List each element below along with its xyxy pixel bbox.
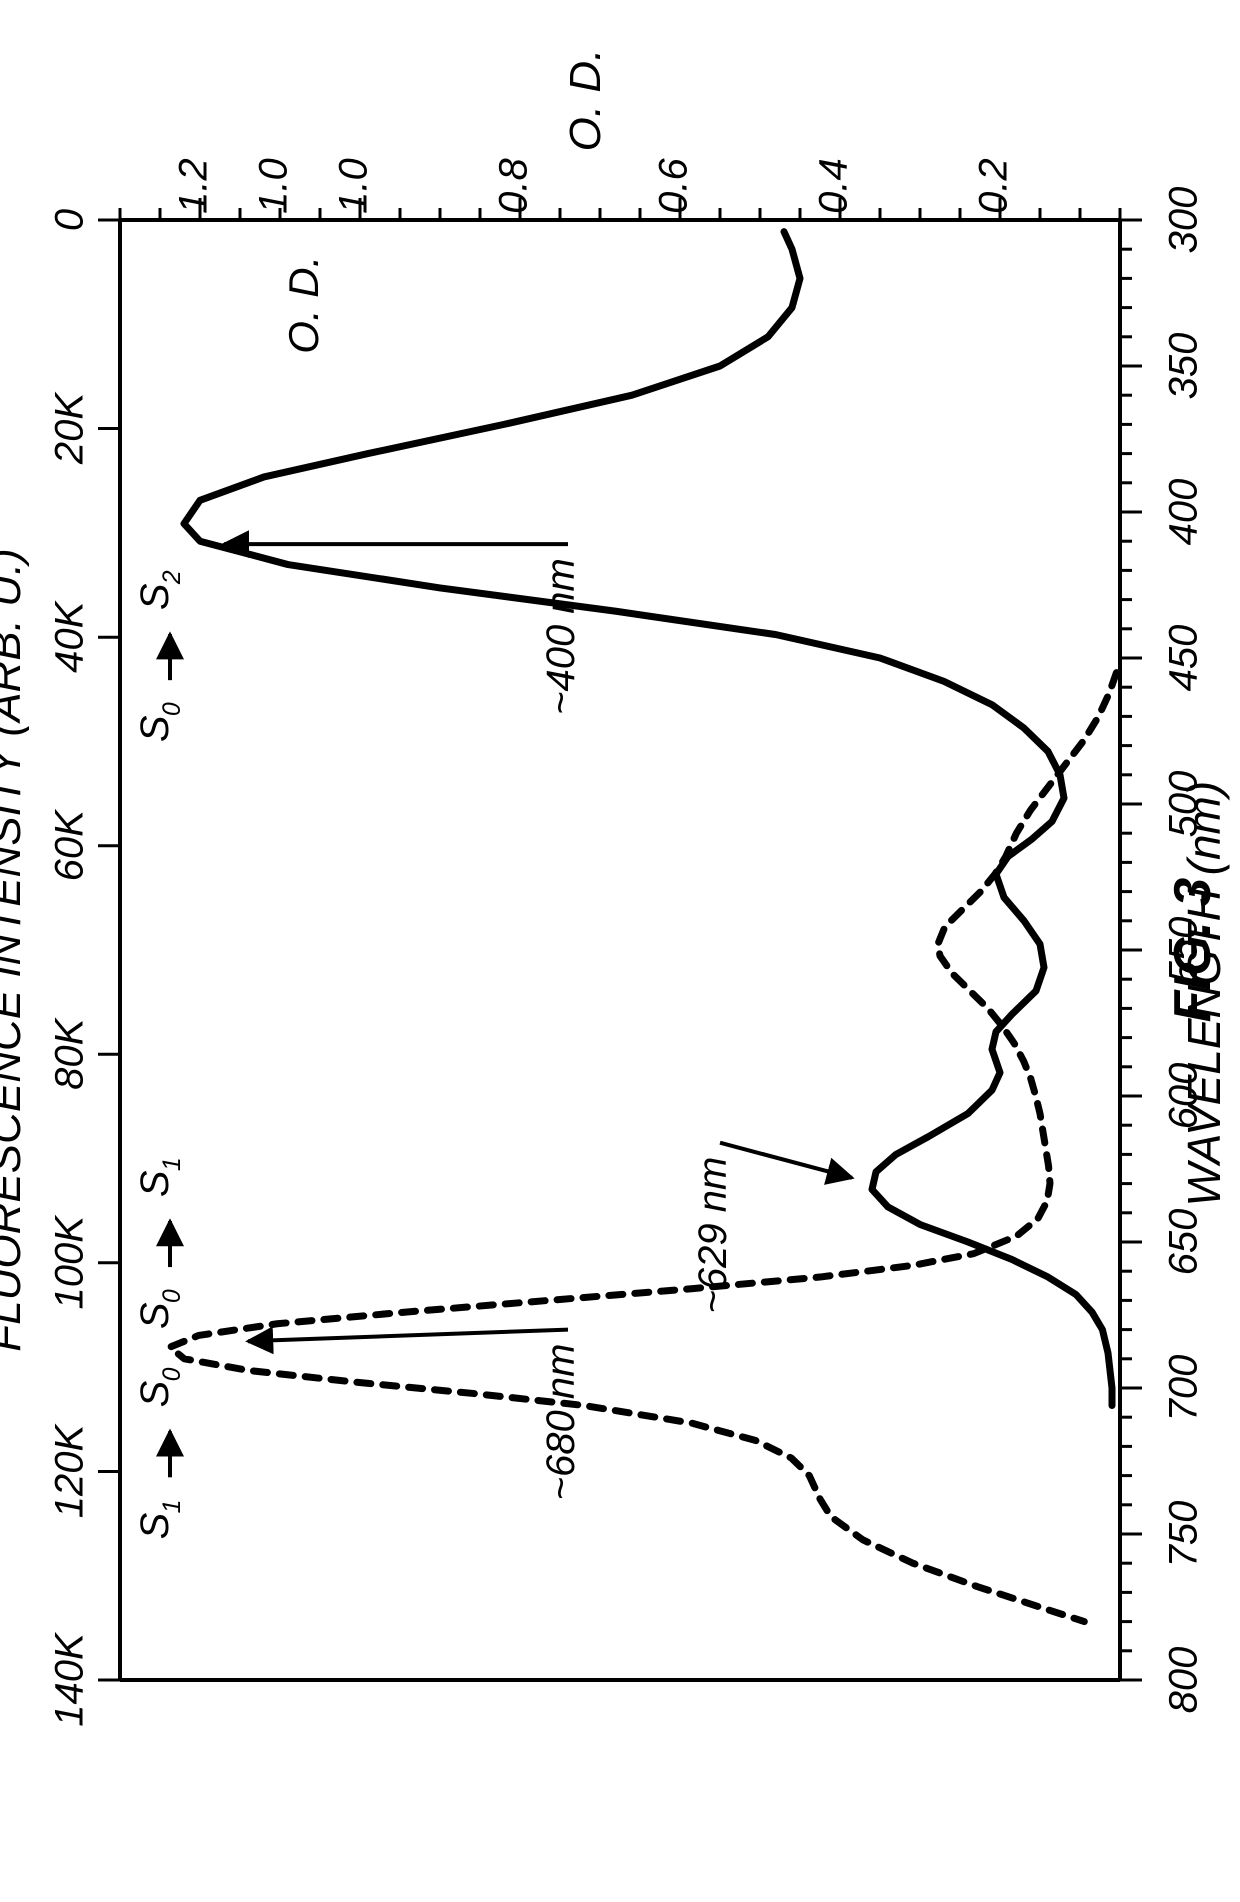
fluor-tick-label: 40K [48, 599, 92, 672]
fluor-tick-label: 100K [48, 1214, 92, 1310]
fluor-tick-label: 120K [48, 1422, 92, 1518]
svg-text:1: 1 [159, 1500, 186, 1514]
od-tick-label: 0.6 [652, 157, 696, 213]
od-tick-label: 0.8 [492, 157, 536, 213]
peak680-label: ~680 nm [539, 1344, 583, 1501]
od-tick-label: 1.2 [172, 158, 216, 214]
wavelength-tick-label: 650 [1162, 1209, 1206, 1276]
fluor-tick-label: 0 [48, 209, 92, 231]
wavelength-tick-label: 750 [1162, 1501, 1206, 1568]
fluor-tick-label: 140K [48, 1631, 92, 1727]
svg-text:S: S [133, 715, 177, 742]
fluor-tick-label: 60K [48, 808, 92, 881]
wavelength-tick-label: 400 [1162, 479, 1206, 546]
wavelength-tick-label: 350 [1162, 333, 1206, 400]
fluor-tick-label: 20K [48, 391, 92, 465]
figure-caption: FIG. 3 [1164, 878, 1222, 1023]
svg-text:2: 2 [159, 570, 186, 585]
svg-text:S: S [133, 1170, 177, 1197]
svg-text:0: 0 [159, 1289, 186, 1303]
svg-text:1: 1 [159, 1157, 186, 1171]
od-tick-label: 1.0 [332, 158, 376, 214]
od-axis-label: O. D. [561, 49, 610, 152]
fluor-tick-label: 80K [48, 1016, 92, 1089]
od-tick-label: 0.2 [972, 158, 1016, 214]
svg-text:S: S [133, 1302, 177, 1329]
od-letters-label: O. D. [280, 256, 327, 354]
od-tick-label: 1.0 [252, 158, 296, 214]
svg-text:S: S [133, 583, 177, 610]
svg-text:0: 0 [159, 1367, 186, 1381]
svg-text:S: S [133, 1512, 177, 1539]
wavelength-tick-label: 300 [1162, 187, 1206, 254]
svg-text:0: 0 [159, 702, 186, 716]
peak629-label: ~629 nm [691, 1157, 735, 1314]
peak400-label: ~400 nm [539, 558, 583, 715]
fluorescence-axis-label: FLUORESCENCE INTENSITY (ARB. U.) [0, 548, 30, 1352]
wavelength-tick-label: 800 [1162, 1647, 1206, 1714]
od-tick-label: 0.4 [812, 158, 856, 214]
wavelength-tick-label: 700 [1162, 1355, 1206, 1422]
spectra-chart: 300350400450500550600650700750800WAVELEN… [0, 0, 1240, 1902]
wavelength-tick-label: 450 [1162, 625, 1206, 692]
svg-text:S: S [133, 1380, 177, 1407]
